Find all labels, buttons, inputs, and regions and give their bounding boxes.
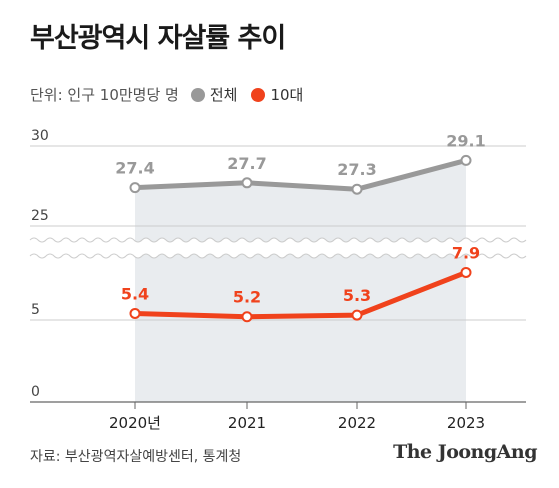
legend: 단위: 인구 10만명당 명 전체 10대 (30, 84, 317, 105)
y-tick-label-30: 30 (31, 128, 49, 144)
point-total-2 (351, 183, 363, 195)
point-total-1 (241, 177, 253, 189)
data-label-total-3: 29.1 (446, 131, 485, 150)
legend-swatch-teens (251, 87, 266, 102)
x-tick-label-2022: 2022 (338, 414, 376, 432)
point-teens-2 (351, 309, 363, 321)
data-label-total-1: 27.7 (227, 154, 266, 173)
point-total-0 (129, 182, 141, 194)
unit-label: 단위: 인구 10만명당 명 (30, 86, 179, 104)
line-chart: 30 25 5 0 2020년 2021 2022 2023 27.4 27.7 27.3 29.1 5… (29, 128, 527, 432)
data-label-total-2: 27.3 (337, 160, 376, 179)
axis-break-band (30, 238, 526, 258)
y-tick-label-25: 25 (31, 208, 49, 224)
axis-break-line-top (29, 237, 527, 243)
legend-item-teens: 10대 (251, 84, 303, 105)
y-tick-label-5: 5 (31, 302, 40, 318)
chart-title: 부산광역시 자살률 추이 (30, 23, 286, 54)
data-label-teens-2: 5.3 (343, 286, 371, 305)
data-label-teens-0: 5.4 (121, 284, 149, 303)
x-tick-label-2023: 2023 (447, 414, 485, 432)
point-teens-1 (241, 311, 253, 323)
point-teens-0 (129, 307, 141, 319)
legend-label-total: 전체 (209, 86, 238, 104)
x-tick-label-2020년: 2020년 (109, 414, 161, 432)
legend-label-teens: 10대 (270, 86, 304, 104)
brand-logo: The JoongAng (393, 441, 537, 463)
source-note: 자료: 부산광역자살예방센터, 통계청 (30, 449, 242, 465)
series-line-total (132, 157, 469, 192)
data-label-teens-1: 5.2 (233, 288, 261, 307)
axis-break-line-bottom (29, 253, 527, 259)
series-line-teens (132, 269, 469, 320)
area-fill-total (135, 160, 466, 402)
point-total-3 (460, 154, 472, 166)
legend-swatch-total (190, 87, 205, 102)
x-tick-label-2021: 2021 (228, 414, 266, 432)
y-tick-label-0: 0 (31, 384, 40, 400)
data-label-teens-3: 7.9 (452, 243, 480, 262)
legend-item-total: 전체 (190, 84, 238, 105)
point-teens-3 (460, 266, 472, 278)
data-label-total-0: 27.4 (115, 159, 154, 178)
